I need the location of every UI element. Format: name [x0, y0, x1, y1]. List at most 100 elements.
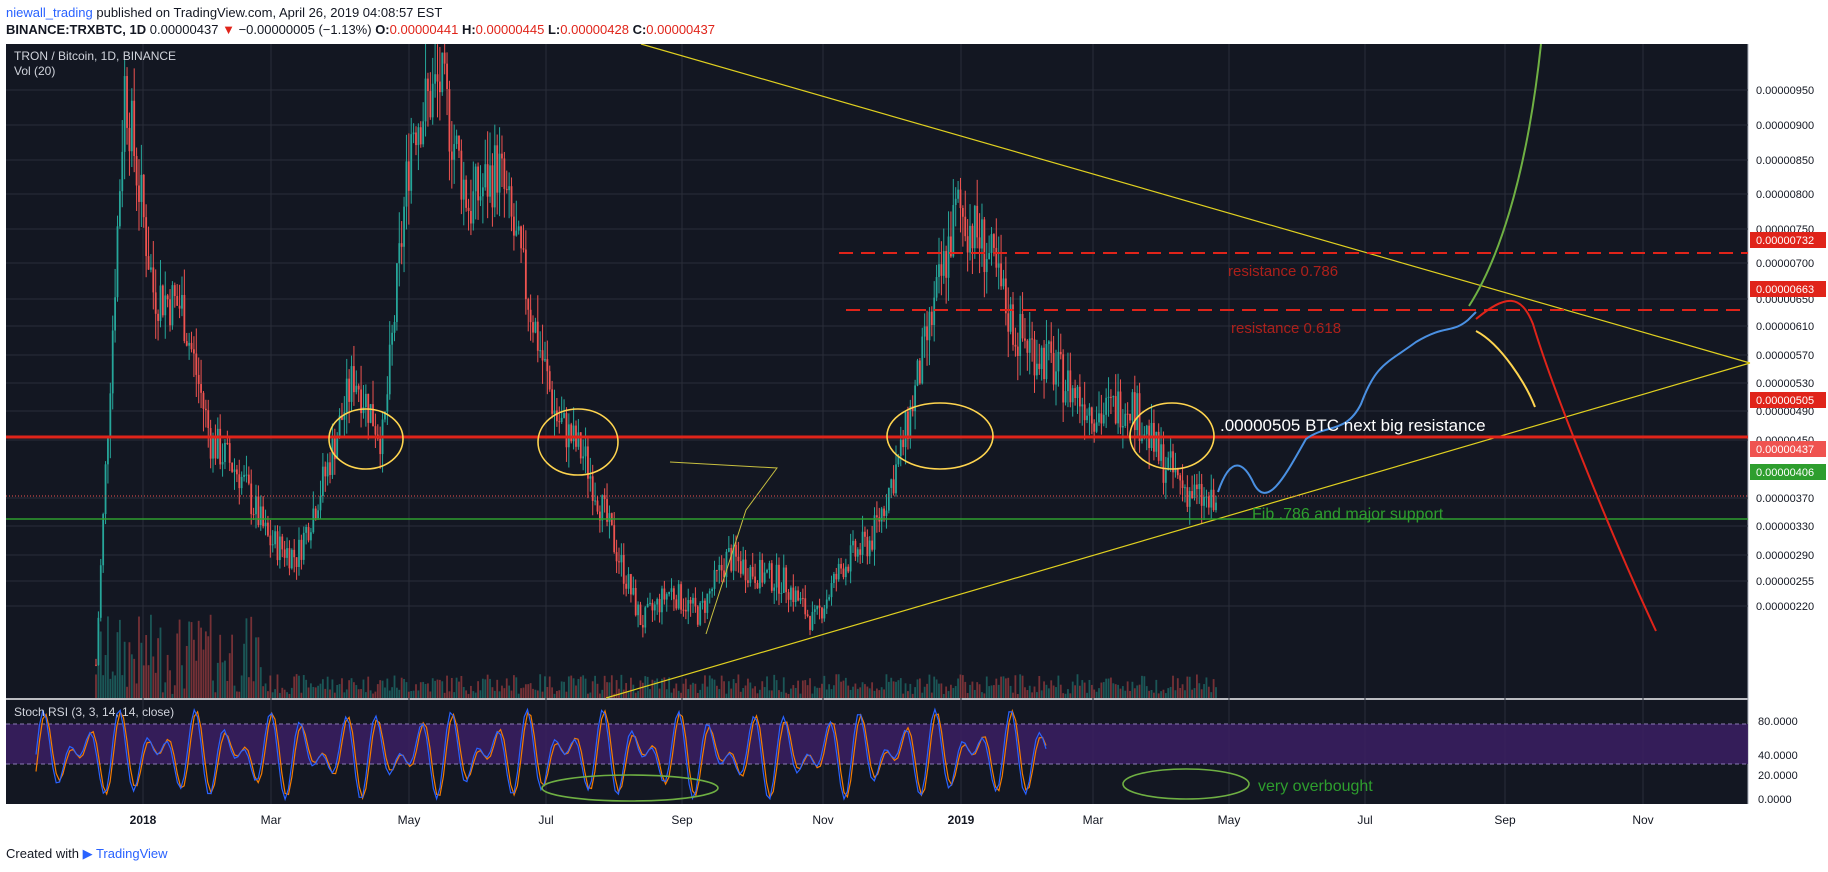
candle-body — [498, 153, 501, 193]
candle-body — [651, 602, 654, 611]
candle-body — [116, 226, 119, 298]
candle-body — [336, 438, 339, 460]
candle-body — [1100, 413, 1103, 424]
candle-body — [1117, 391, 1119, 424]
volume-bar — [730, 688, 733, 698]
candle-body — [875, 515, 878, 518]
candle-body — [1019, 313, 1022, 356]
candle-body — [114, 297, 117, 331]
volume-bar — [1090, 684, 1093, 698]
candle-body — [1167, 457, 1170, 471]
tradingview-brand[interactable]: ▶ TradingView — [82, 846, 168, 861]
candle-body — [560, 417, 563, 422]
volume-bar — [902, 693, 905, 698]
volume-bar — [429, 691, 432, 698]
volume-bar — [513, 675, 515, 698]
price-tick-label: 0.00000610 — [1756, 321, 1814, 333]
candle-body — [1024, 338, 1026, 341]
volume-bar — [529, 683, 532, 698]
candle-body — [1007, 313, 1010, 332]
candle-body — [890, 479, 893, 488]
volume-bar — [503, 688, 506, 698]
low-value: 0.00000428 — [560, 22, 629, 37]
volume-bar — [343, 692, 346, 698]
volume-bar — [668, 677, 671, 698]
small-triangle-pattern — [669, 461, 778, 635]
candle-body — [687, 599, 690, 612]
price-pane-bg — [6, 44, 1748, 698]
volume-bar — [665, 689, 668, 698]
price-chart-svg[interactable]: resistance 0.786 resistance 0.618 .00000… — [6, 12, 1828, 835]
candle-body — [400, 243, 403, 247]
volume-bar — [1012, 692, 1014, 698]
volume-bar — [1181, 684, 1184, 698]
candle-body — [1157, 431, 1160, 461]
candle-body — [465, 179, 468, 208]
candle-body — [496, 145, 499, 193]
volume-bar — [895, 681, 897, 698]
candle-body — [1069, 370, 1072, 403]
volume-bar — [661, 678, 663, 698]
volume-bar — [1212, 679, 1215, 698]
volume-bar — [1138, 684, 1141, 698]
volume-bar — [567, 676, 570, 698]
price-badge-text: 0.00000663 — [1756, 284, 1814, 296]
chart-area[interactable]: resistance 0.786 resistance 0.618 .00000… — [6, 12, 1828, 835]
candle-body — [809, 616, 811, 630]
volume-bar — [713, 679, 716, 698]
high-value: 0.00000445 — [475, 22, 545, 37]
volume-bar — [579, 676, 582, 698]
candle-body — [372, 404, 374, 427]
volume-bar — [317, 685, 319, 698]
candle-body — [455, 135, 458, 145]
volume-bar — [727, 681, 730, 698]
candle-body — [123, 76, 126, 152]
candle-body — [443, 52, 446, 64]
volume-bar — [171, 693, 174, 698]
candle-body — [797, 590, 799, 601]
candle-body — [470, 210, 472, 224]
time-tick-label: May — [398, 813, 421, 827]
candle-body — [283, 549, 286, 558]
candle-body — [625, 583, 628, 589]
candle-body — [847, 566, 850, 572]
candle-body — [985, 259, 988, 273]
candle-body — [1033, 339, 1036, 376]
candle-body — [99, 565, 102, 618]
volume-bar — [1062, 693, 1065, 698]
candle-body — [221, 462, 224, 465]
candle-body — [441, 52, 444, 93]
volume-bar — [233, 685, 236, 698]
volume-bar — [871, 682, 874, 698]
volume-bar — [926, 683, 928, 698]
candle-body — [708, 591, 711, 594]
candle-body — [639, 604, 642, 625]
candle-body — [298, 539, 300, 567]
volume-bar — [95, 674, 97, 698]
candle-body — [379, 438, 382, 455]
candle-body — [1043, 347, 1045, 380]
volume-bar — [995, 678, 998, 698]
candle-body — [718, 565, 721, 571]
candle-body — [644, 607, 647, 628]
volume-bar — [434, 680, 437, 698]
volume-bar — [350, 678, 353, 698]
volume-bar — [1074, 685, 1077, 698]
candle-body — [1176, 467, 1179, 476]
candle-body — [966, 236, 969, 253]
volume-bar — [1169, 686, 1172, 698]
candle-body — [978, 237, 981, 249]
author-link[interactable]: niewall_trading — [6, 5, 93, 20]
volume-bar — [1143, 676, 1146, 698]
volume-bar — [601, 689, 604, 698]
volume-bar — [405, 682, 408, 698]
candle-body — [758, 559, 761, 589]
candle-body — [1160, 444, 1162, 461]
volume-bar — [501, 685, 503, 698]
change-value: −0.00000005 (−1.13%) — [238, 22, 372, 37]
volume-bar — [1031, 692, 1034, 698]
candle-body — [1016, 346, 1019, 356]
close-label: C: — [632, 22, 647, 37]
candle-body — [615, 552, 618, 562]
volume-bar — [477, 681, 479, 698]
